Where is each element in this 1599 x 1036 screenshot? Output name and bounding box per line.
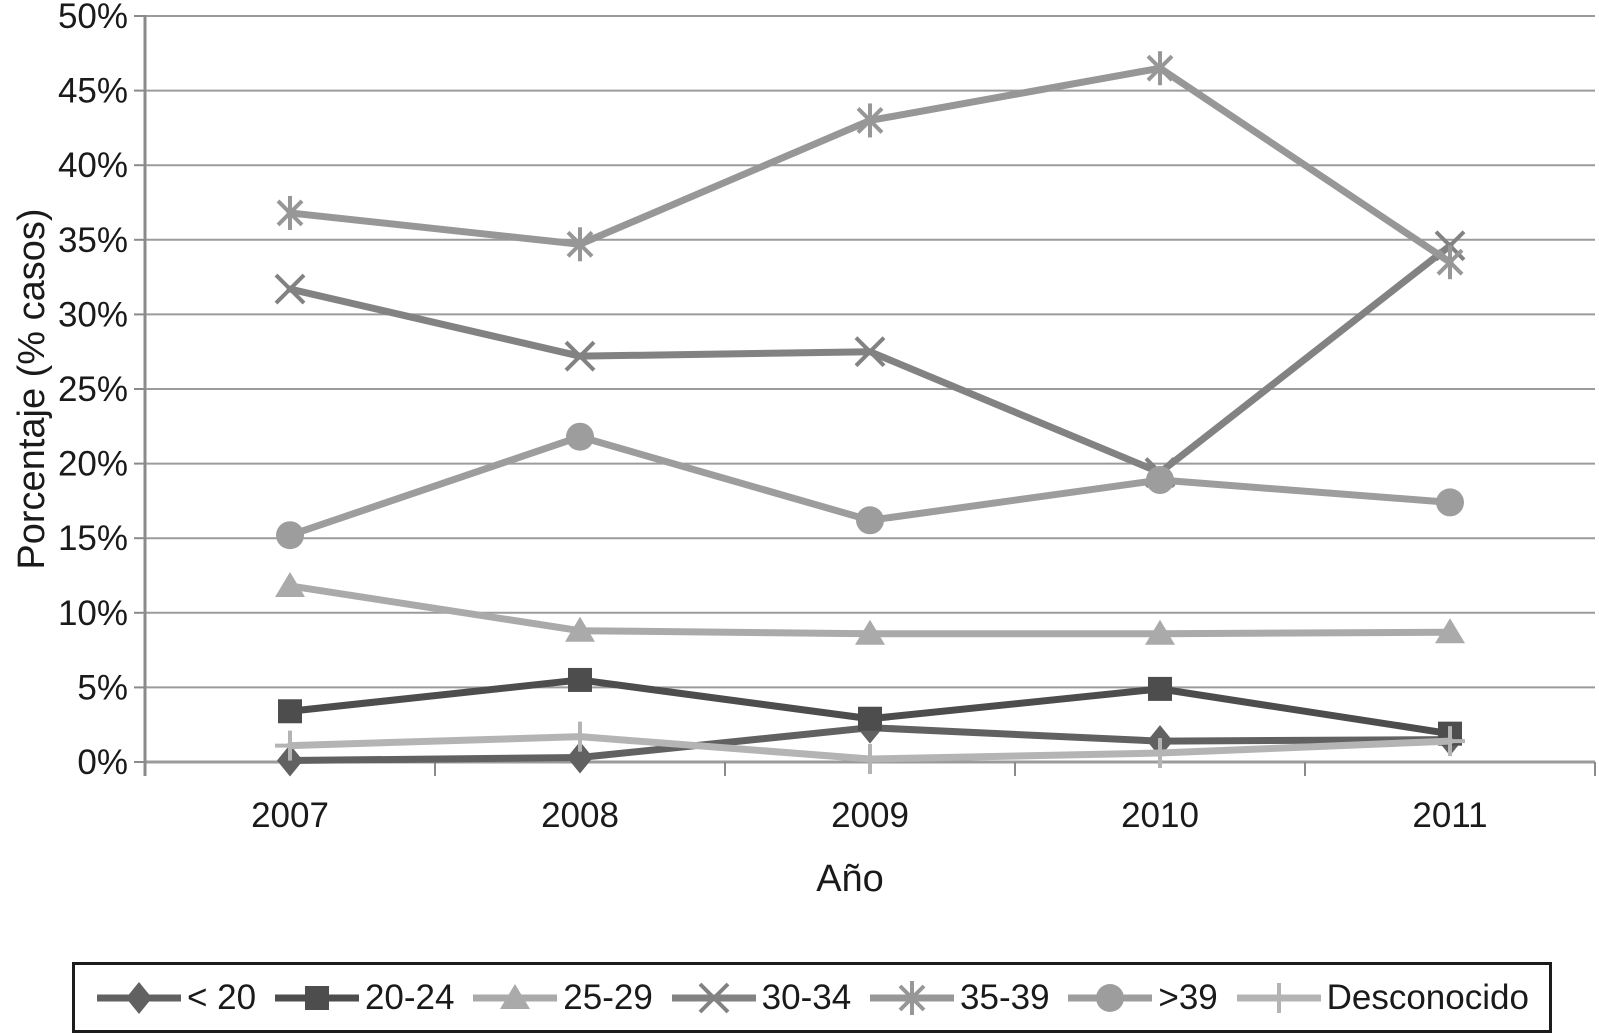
legend-label: 30-34	[761, 977, 852, 1017]
legend-marker-triangle-icon	[473, 983, 558, 1009]
marker-square	[568, 667, 592, 692]
legend-marker-circle-icon	[1068, 983, 1153, 1012]
marker-circle	[1436, 488, 1464, 517]
legend: < 20 20-24 25-29 30-34 35-39 >39 Desconocido	[72, 962, 1552, 1033]
marker-circle	[1096, 983, 1125, 1012]
marker-asterisk	[856, 107, 884, 134]
x-tick-label: 2009	[831, 796, 909, 835]
marker-square	[304, 985, 329, 1010]
y-tick-label: 25%	[58, 370, 128, 409]
series-line-30-34	[286, 242, 1454, 477]
marker-asterisk	[898, 984, 926, 1011]
legend-label: < 20	[187, 977, 257, 1017]
y-axis-title: Porcentaje (% casos)	[11, 208, 53, 570]
legend-marker-plus-icon	[1236, 982, 1321, 1013]
marker-circle	[276, 521, 304, 550]
legend-item-4: 35-39	[868, 976, 1050, 1020]
legend-marker-diamond-icon	[97, 981, 181, 1014]
marker-x	[854, 336, 886, 368]
y-tick-label: 5%	[77, 668, 128, 707]
legend-item-0: < 20	[95, 976, 256, 1020]
marker-asterisk	[1146, 54, 1174, 82]
legend-marker-square-icon	[274, 985, 359, 1010]
x-tick-label: 2008	[541, 796, 619, 835]
marker-x	[274, 273, 306, 305]
marker-circle	[856, 506, 884, 535]
y-tick-label: 50%	[58, 0, 128, 36]
legend-item-6: Desconocido	[1235, 976, 1529, 1020]
legend-label: Desconocido	[1326, 977, 1529, 1017]
legend-label: 25-29	[563, 977, 653, 1017]
legend-label: 20-24	[364, 977, 455, 1017]
legend-label: 35-39	[960, 977, 1050, 1017]
marker-circle	[566, 422, 594, 451]
marker-triangle	[855, 619, 885, 645]
legend-item-1: 20-24	[273, 976, 455, 1020]
y-tick-label: 30%	[58, 295, 128, 334]
y-tick-label: 45%	[58, 72, 128, 111]
legend-item-2: 25-29	[471, 976, 653, 1020]
y-tick-label: 10%	[58, 594, 128, 633]
marker-triangle	[500, 983, 531, 1009]
legend-item-3: 30-34	[670, 976, 852, 1020]
x-tick-label: 2011	[1412, 796, 1487, 835]
marker-square	[858, 706, 882, 731]
legend-item-5: >39	[1066, 976, 1218, 1020]
y-tick-label: 40%	[58, 146, 128, 185]
marker-triangle	[1145, 619, 1175, 645]
legend-label: >39	[1158, 977, 1218, 1017]
y-tick-label: 15%	[58, 519, 128, 558]
y-tick-label: 20%	[58, 445, 128, 484]
marker-square	[278, 699, 302, 724]
y-tick-label: 35%	[58, 221, 128, 260]
x-tick-label: 2007	[251, 796, 329, 835]
x-tick-label: 2010	[1121, 796, 1199, 835]
marker-x	[698, 982, 730, 1013]
marker-triangle	[565, 616, 595, 642]
marker-triangle	[275, 571, 305, 597]
y-tick-label: 0%	[77, 743, 128, 782]
marker-triangle	[1435, 618, 1465, 644]
x-axis-title: Año	[816, 858, 884, 900]
marker-square	[1148, 676, 1172, 701]
marker-diamond	[567, 741, 593, 774]
legend-marker-asterisk-icon	[870, 980, 955, 1015]
marker-asterisk	[1436, 248, 1464, 276]
marker-circle	[1146, 466, 1174, 495]
marker-diamond	[126, 981, 152, 1014]
legend-marker-x-icon	[671, 982, 756, 1013]
marker-asterisk	[276, 199, 304, 227]
marker-asterisk	[566, 230, 594, 258]
marker-x	[564, 340, 596, 372]
plot-area: 0% 5% 10% 15% 20% 25% 30% 35% 40% 45% 50% 2007 2008 2…	[58, 0, 1596, 835]
